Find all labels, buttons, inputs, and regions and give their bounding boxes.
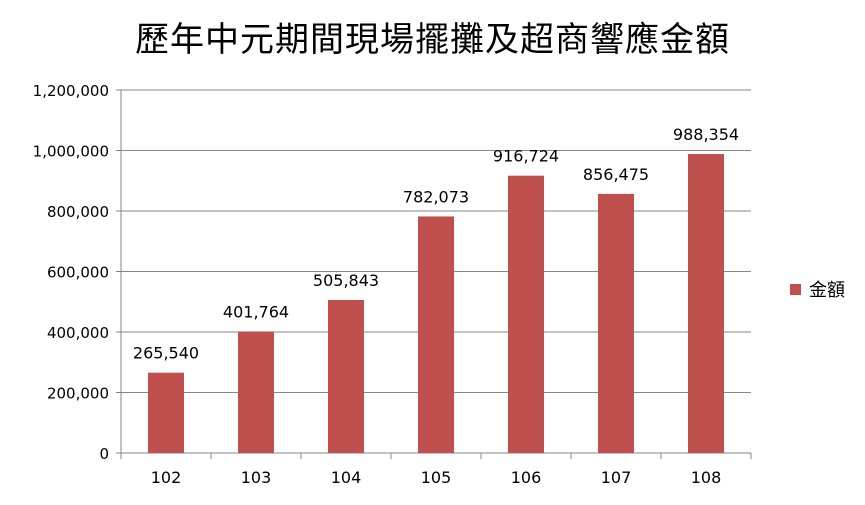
legend-label: 金額: [809, 280, 845, 301]
legend-swatch: [790, 283, 801, 295]
y-tick-label: 1,000,000: [33, 143, 109, 161]
legend: 金額: [790, 276, 845, 302]
data-label: 505,843: [313, 271, 379, 290]
x-tick-label: 107: [601, 468, 632, 487]
x-tick-label: 108: [691, 468, 722, 487]
bar: [238, 331, 274, 453]
data-label: 988,354: [673, 125, 739, 144]
x-tick-label: 104: [331, 468, 362, 487]
bar: [688, 154, 724, 453]
x-tick-label: 106: [511, 468, 542, 487]
y-tick-label: 1,200,000: [33, 82, 109, 100]
data-label: 782,073: [403, 187, 469, 206]
data-label: 401,764: [223, 302, 289, 321]
bar: [598, 193, 634, 453]
y-tick-label: 800,000: [47, 203, 109, 221]
bar: [148, 372, 184, 453]
data-label: 856,475: [583, 165, 649, 184]
bar: [328, 299, 364, 453]
y-tick-label: 400,000: [47, 324, 109, 342]
y-tick-label: 200,000: [47, 385, 109, 403]
x-tick-label: 103: [241, 468, 272, 487]
bar: [508, 175, 544, 454]
data-label: 265,540: [133, 344, 199, 363]
y-tick-label: 600,000: [47, 264, 109, 282]
y-tick-label: 0: [99, 445, 109, 463]
x-tick-label: 105: [421, 468, 452, 487]
x-tick-label: 102: [151, 468, 182, 487]
chart-title: 歷年中元期間現場擺攤及超商響應金額: [135, 20, 730, 60]
data-label: 916,724: [493, 147, 559, 166]
bar: [418, 216, 454, 453]
